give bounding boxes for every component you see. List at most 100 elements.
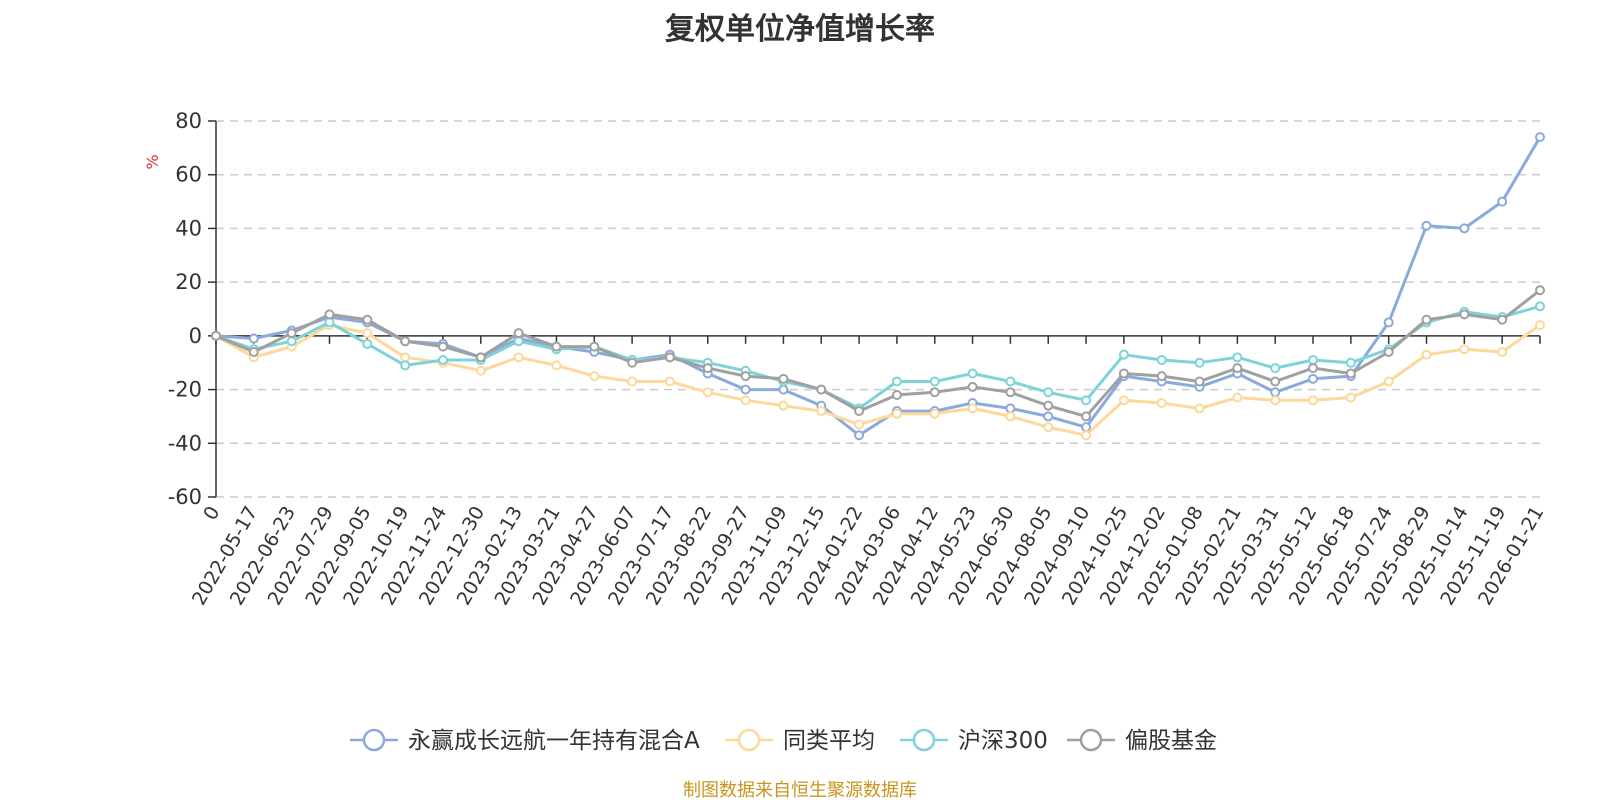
y-axis-unit: % bbox=[143, 154, 162, 169]
legend-item: 永赢成长远航一年持有混合A bbox=[350, 728, 700, 754]
data-point bbox=[1345, 368, 1356, 379]
data-point bbox=[437, 355, 448, 366]
data-point bbox=[702, 387, 713, 398]
data-point bbox=[740, 395, 751, 406]
series-line bbox=[215, 304, 1541, 410]
data-point bbox=[1043, 400, 1054, 411]
data-point bbox=[891, 376, 902, 387]
data-point bbox=[1005, 376, 1016, 387]
data-point bbox=[211, 330, 221, 341]
series-line bbox=[215, 289, 1541, 418]
data-point bbox=[248, 333, 259, 344]
data-point bbox=[513, 336, 524, 347]
data-point bbox=[967, 403, 978, 414]
data-point bbox=[1497, 346, 1508, 357]
data-point bbox=[702, 363, 713, 374]
data-point bbox=[324, 317, 335, 328]
data-point bbox=[891, 389, 902, 400]
data-point bbox=[1118, 349, 1129, 360]
data-point bbox=[1459, 344, 1470, 355]
x-tick-label: 0 bbox=[199, 503, 224, 524]
y-tick-label: 80 bbox=[175, 109, 202, 133]
data-point bbox=[248, 346, 259, 357]
y-tick-label: 60 bbox=[175, 163, 202, 187]
data-point bbox=[1459, 223, 1470, 234]
chart-title: 复权单位净值增长率 bbox=[665, 12, 935, 47]
legend-label: 同类平均 bbox=[783, 728, 875, 754]
data-point bbox=[929, 376, 940, 387]
data-point bbox=[1005, 387, 1016, 398]
data-point bbox=[1156, 355, 1167, 366]
data-point bbox=[967, 368, 978, 379]
data-point bbox=[551, 341, 562, 352]
y-tick-label: 0 bbox=[189, 324, 202, 348]
data-point bbox=[400, 360, 411, 371]
data-point bbox=[1194, 357, 1205, 368]
data-point bbox=[1270, 363, 1281, 374]
data-point bbox=[627, 376, 638, 387]
data-point bbox=[551, 360, 562, 371]
data-point bbox=[1535, 320, 1545, 331]
series-line bbox=[215, 136, 1542, 437]
y-tick-label: 20 bbox=[175, 270, 202, 294]
y-tick-label: 40 bbox=[175, 216, 202, 240]
data-point bbox=[854, 430, 865, 441]
data-point bbox=[400, 352, 411, 363]
data-point bbox=[286, 328, 297, 339]
legend-label: 偏股基金 bbox=[1125, 728, 1217, 754]
legend-marker bbox=[362, 728, 386, 752]
data-point bbox=[400, 336, 411, 347]
data-point bbox=[589, 341, 600, 352]
data-point bbox=[1535, 285, 1545, 296]
data-point bbox=[1497, 196, 1508, 207]
data-point bbox=[1270, 387, 1281, 398]
data-point bbox=[475, 365, 486, 376]
data-point bbox=[854, 419, 865, 430]
data-point bbox=[1194, 376, 1205, 387]
data-point bbox=[1345, 392, 1356, 403]
y-tick-label: -20 bbox=[168, 378, 202, 402]
data-point bbox=[1308, 395, 1319, 406]
data-point bbox=[929, 387, 940, 398]
y-axis: 80 60 40 20 0 -20 -40 -60 bbox=[168, 109, 217, 509]
data-point bbox=[1194, 403, 1205, 414]
data-point bbox=[1232, 352, 1243, 363]
legend-marker bbox=[1079, 728, 1103, 752]
data-point bbox=[1081, 395, 1092, 406]
series-4 bbox=[211, 285, 1545, 422]
series-lines bbox=[211, 132, 1545, 441]
data-point bbox=[1421, 314, 1432, 325]
data-point bbox=[740, 384, 751, 395]
data-point bbox=[362, 338, 373, 349]
data-point bbox=[1308, 355, 1319, 366]
data-point bbox=[1005, 403, 1016, 414]
data-point bbox=[1270, 395, 1281, 406]
data-point bbox=[1535, 132, 1545, 143]
legend: 永赢成长远航一年持有混合A 同类平均 沪深300 偏股基金 bbox=[350, 728, 1217, 754]
data-point bbox=[1535, 301, 1545, 312]
data-point bbox=[816, 406, 827, 417]
data-point bbox=[1232, 392, 1243, 403]
data-point bbox=[1005, 411, 1016, 422]
data-point bbox=[324, 309, 335, 320]
data-point bbox=[1421, 349, 1432, 360]
data-point bbox=[664, 352, 675, 363]
data-point bbox=[513, 328, 524, 339]
data-point bbox=[778, 384, 789, 395]
legend-item: 同类平均 bbox=[725, 728, 875, 754]
data-point bbox=[778, 373, 789, 384]
y-tick-label: -60 bbox=[168, 485, 202, 509]
data-point bbox=[854, 406, 865, 417]
legend-marker bbox=[737, 728, 761, 752]
data-point bbox=[1043, 387, 1054, 398]
data-point bbox=[1043, 422, 1054, 433]
data-point bbox=[1043, 411, 1054, 422]
data-point bbox=[1383, 346, 1394, 357]
data-point bbox=[664, 376, 675, 387]
data-point bbox=[437, 341, 448, 352]
data-point bbox=[475, 352, 486, 363]
data-point bbox=[1383, 376, 1394, 387]
data-point bbox=[1345, 357, 1356, 368]
legend-item: 偏股基金 bbox=[1067, 728, 1217, 754]
